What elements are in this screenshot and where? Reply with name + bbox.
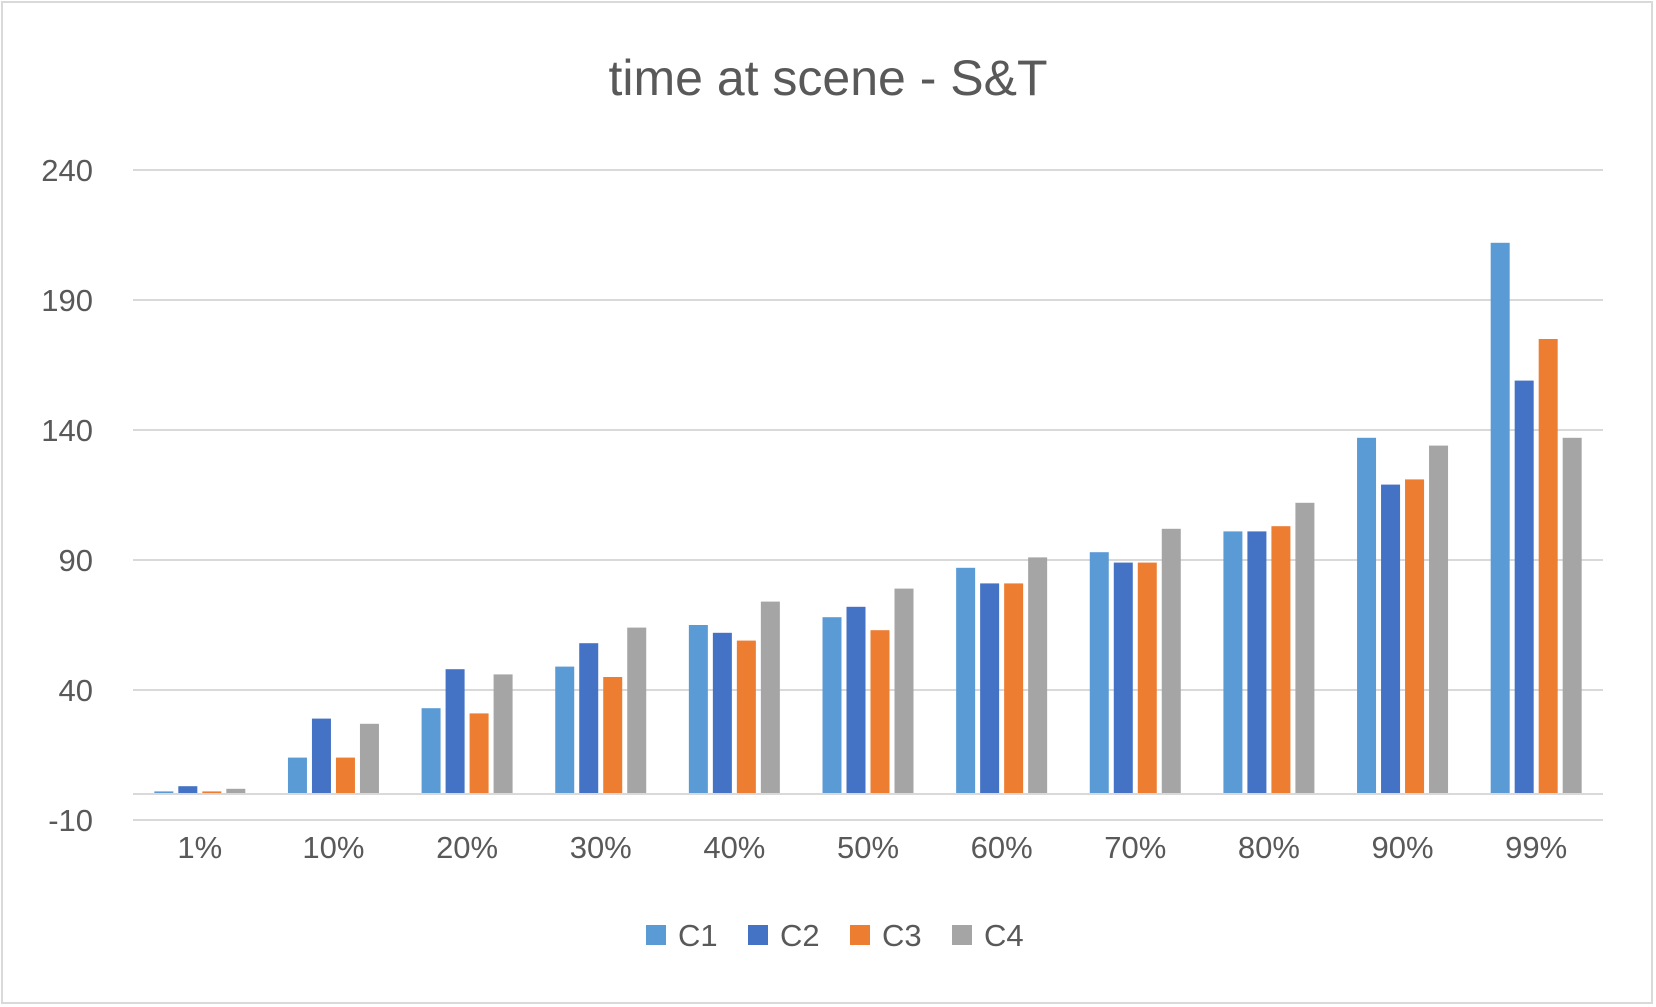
legend-swatch-c4 — [952, 925, 972, 945]
bar-c3-80pct — [1271, 526, 1291, 794]
bar-c4-20pct — [493, 674, 513, 794]
x-tick-label: 10% — [302, 830, 364, 865]
bar-c1-70pct — [1089, 552, 1109, 794]
x-tick-label: 30% — [570, 830, 632, 865]
y-tick-label: 90 — [59, 543, 93, 578]
y-tick-label: 140 — [41, 413, 93, 448]
bar-c4-1pct — [226, 788, 246, 794]
legend-label-c4: C4 — [984, 918, 1024, 953]
legend: C1 C2 C3 C4 — [646, 918, 1024, 953]
bar-c2-1pct — [178, 786, 198, 794]
bar-c1-30pct — [555, 666, 575, 794]
legend-swatch-c3 — [850, 925, 870, 945]
bar-c4-10pct — [359, 723, 379, 794]
bar-c4-60pct — [1028, 557, 1048, 794]
bar-c1-20pct — [421, 708, 441, 794]
bar-c4-80pct — [1295, 502, 1315, 794]
bar-c2-10pct — [311, 718, 331, 794]
legend-label-c1: C1 — [678, 918, 718, 953]
legend-label-c2: C2 — [780, 918, 820, 953]
bar-c1-1pct — [154, 791, 174, 794]
bar-c3-20pct — [469, 713, 489, 794]
legend-swatch-c2 — [748, 925, 768, 945]
legend-swatch-c1 — [646, 925, 666, 945]
x-tick-label: 80% — [1238, 830, 1300, 865]
legend-label-c3: C3 — [882, 918, 922, 953]
bar-c3-60pct — [1004, 583, 1024, 794]
bar-c1-60pct — [956, 567, 976, 794]
bar-c2-99pct — [1514, 380, 1534, 794]
bar-c1-50pct — [822, 617, 842, 794]
chart-title: time at scene - S&T — [608, 50, 1047, 106]
bar-c2-40pct — [712, 632, 732, 794]
bar-c3-10pct — [335, 757, 355, 794]
bar-c1-40pct — [688, 625, 708, 794]
y-tick-label: 190 — [41, 283, 93, 318]
bar-c3-30pct — [603, 677, 623, 794]
bar-c3-40pct — [736, 640, 756, 794]
bar-c4-40pct — [760, 601, 780, 794]
y-tick-label: 240 — [41, 153, 93, 188]
x-tick-label: 99% — [1505, 830, 1567, 865]
bar-c3-90pct — [1405, 479, 1425, 794]
x-tick-label: 60% — [971, 830, 1033, 865]
bar-c1-99pct — [1490, 242, 1510, 795]
x-tick-label: 70% — [1104, 830, 1166, 865]
x-tick-label: 40% — [703, 830, 765, 865]
x-tick-label: 50% — [837, 830, 899, 865]
bar-c3-99pct — [1538, 339, 1558, 794]
bar-c4-99pct — [1562, 437, 1582, 794]
bar-c2-90pct — [1381, 484, 1401, 794]
x-tick-label: 20% — [436, 830, 498, 865]
bar-c2-30pct — [579, 643, 599, 794]
y-axis-labels: 240 190 140 90 40 -10 — [41, 153, 93, 838]
bar-c4-30pct — [627, 627, 647, 794]
bars — [154, 242, 1582, 795]
gridlines — [133, 169, 1603, 821]
x-tick-label: 90% — [1372, 830, 1434, 865]
bar-c1-80pct — [1223, 531, 1243, 794]
y-tick-label: -10 — [48, 803, 93, 838]
bar-c1-10pct — [287, 757, 307, 794]
y-tick-label: 40 — [59, 673, 93, 708]
bar-c3-50pct — [870, 630, 890, 794]
bar-c4-90pct — [1429, 445, 1449, 794]
bar-c4-70pct — [1161, 528, 1181, 794]
bar-c2-80pct — [1247, 531, 1267, 794]
bar-c2-50pct — [846, 606, 866, 794]
bar-c1-90pct — [1357, 437, 1377, 794]
bar-c2-60pct — [980, 583, 1000, 794]
bar-c4-50pct — [894, 588, 914, 794]
bar-c3-1pct — [202, 791, 222, 794]
bar-c2-20pct — [445, 669, 465, 794]
bar-c2-70pct — [1113, 562, 1133, 794]
x-tick-label: 1% — [177, 830, 222, 865]
bar-c3-70pct — [1137, 562, 1157, 794]
x-axis-labels: 1% 10% 20% 30% 40% 50% 60% 70% 80% 90% 99% — [177, 830, 1567, 865]
